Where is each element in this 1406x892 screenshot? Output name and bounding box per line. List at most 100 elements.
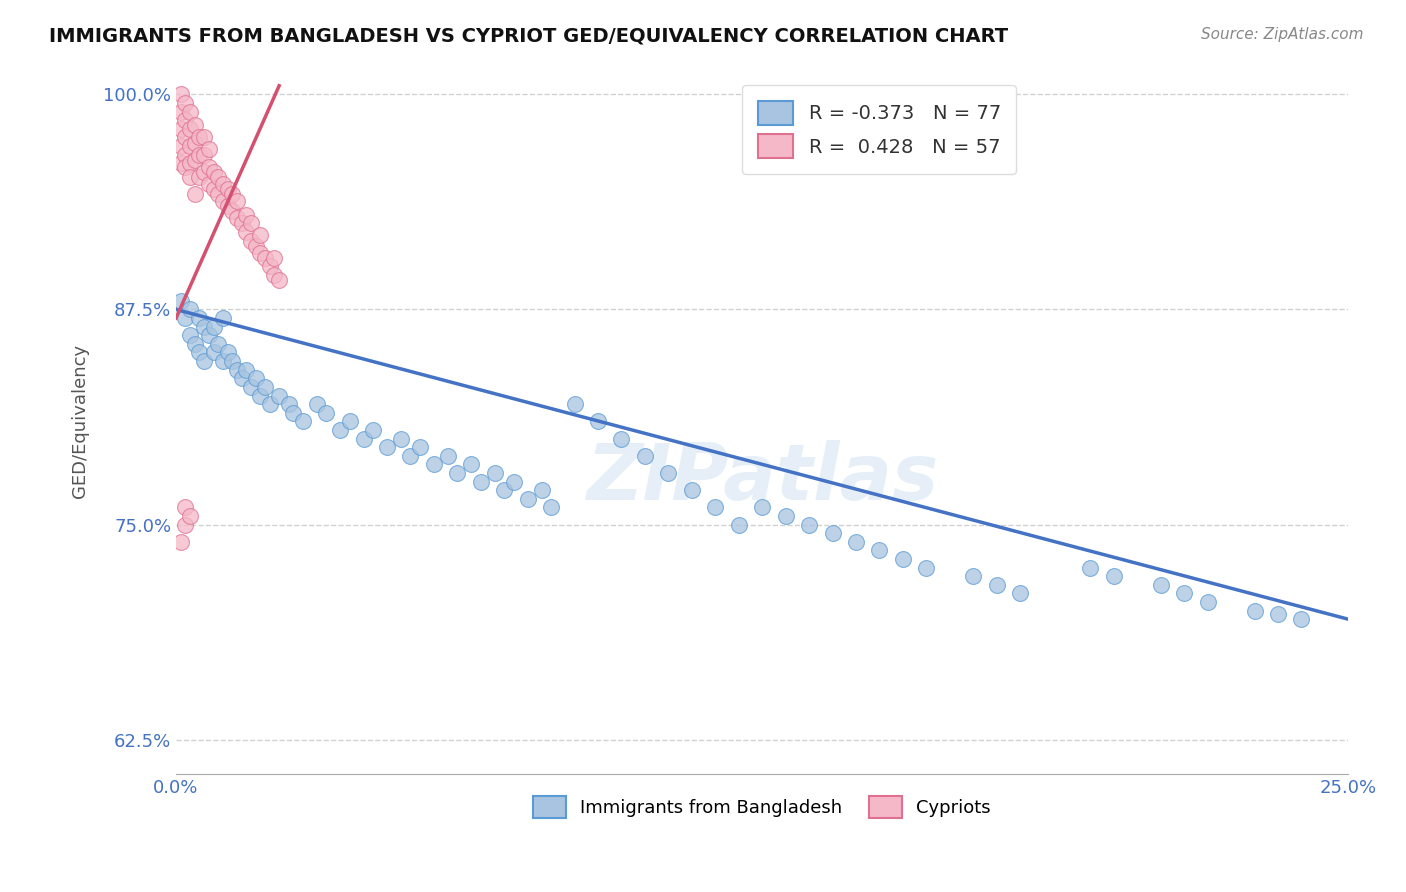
Point (202, 319, 225, 334)
Point (1102, 569, 1125, 583)
Point (235, 208, 257, 222)
Point (170, 104, 193, 119)
Point (202, 182, 225, 196)
Point (1173, 586, 1195, 600)
Point (399, 449, 422, 463)
Point (202, 165, 225, 179)
Point (212, 354, 235, 368)
Text: ZIPatlas: ZIPatlas (586, 440, 938, 516)
Point (361, 423, 384, 437)
Text: IMMIGRANTS FROM BANGLADESH VS CYPRIOT GED/EQUIVALENCY CORRELATION CHART: IMMIGRANTS FROM BANGLADESH VS CYPRIOT GE… (49, 27, 1008, 45)
Point (207, 169, 229, 184)
Point (207, 337, 229, 351)
Point (254, 251, 277, 265)
Point (269, 388, 291, 402)
Point (170, 293, 193, 308)
Point (217, 345, 239, 359)
Point (586, 414, 609, 428)
Point (315, 406, 337, 420)
Point (291, 414, 314, 428)
Point (207, 187, 229, 202)
Point (502, 475, 524, 489)
Point (188, 345, 211, 359)
Point (460, 458, 482, 472)
Point (329, 423, 352, 437)
Point (240, 216, 263, 230)
Point (221, 187, 243, 202)
Point (221, 354, 243, 368)
Point (174, 130, 197, 145)
Point (269, 273, 291, 287)
Point (193, 147, 215, 161)
Point (188, 147, 211, 161)
Point (212, 177, 235, 191)
Point (530, 483, 553, 498)
Point (540, 500, 562, 515)
Point (657, 466, 679, 480)
Point (1010, 586, 1032, 600)
Point (516, 491, 538, 506)
Point (170, 121, 193, 136)
Point (184, 136, 207, 150)
Point (484, 466, 506, 480)
Point (986, 578, 1008, 592)
Point (184, 118, 207, 132)
Point (174, 95, 197, 110)
Point (249, 228, 271, 243)
Point (240, 234, 263, 248)
Point (235, 225, 257, 239)
Point (174, 311, 197, 326)
Point (704, 500, 727, 515)
Point (174, 147, 197, 161)
Point (775, 508, 797, 523)
Point (891, 552, 914, 566)
Point (868, 543, 890, 558)
Point (235, 362, 257, 376)
Point (634, 449, 657, 463)
Point (179, 169, 201, 184)
Point (202, 345, 225, 359)
Text: Source: ZipAtlas.com: Source: ZipAtlas.com (1201, 27, 1364, 42)
Point (170, 87, 193, 102)
Point (179, 328, 201, 343)
Point (198, 142, 221, 156)
Point (1267, 607, 1289, 621)
Point (174, 517, 197, 532)
Point (240, 380, 263, 394)
Point (249, 388, 271, 402)
Point (610, 432, 633, 446)
Point (188, 130, 211, 145)
Point (184, 187, 207, 202)
Point (198, 160, 221, 174)
Point (188, 169, 211, 184)
Point (226, 194, 249, 208)
Point (170, 534, 193, 549)
Point (179, 302, 201, 317)
Point (1150, 578, 1173, 592)
Point (193, 354, 215, 368)
Point (962, 569, 984, 583)
Point (470, 475, 492, 489)
Point (409, 440, 432, 454)
Point (259, 397, 281, 411)
Point (193, 165, 215, 179)
Point (179, 121, 201, 136)
Point (198, 328, 221, 343)
Point (179, 508, 201, 523)
Point (188, 311, 211, 326)
Legend: Immigrants from Bangladesh, Cypriots: Immigrants from Bangladesh, Cypriots (526, 789, 998, 825)
Point (283, 406, 305, 420)
Point (1197, 595, 1219, 609)
Point (751, 500, 773, 515)
Point (389, 432, 412, 446)
Point (221, 204, 243, 219)
Point (184, 337, 207, 351)
Point (446, 466, 468, 480)
Point (193, 130, 215, 145)
Point (305, 397, 328, 411)
Point (212, 194, 235, 208)
Point (254, 380, 277, 394)
Point (845, 534, 868, 549)
Point (727, 517, 749, 532)
Point (217, 182, 239, 196)
